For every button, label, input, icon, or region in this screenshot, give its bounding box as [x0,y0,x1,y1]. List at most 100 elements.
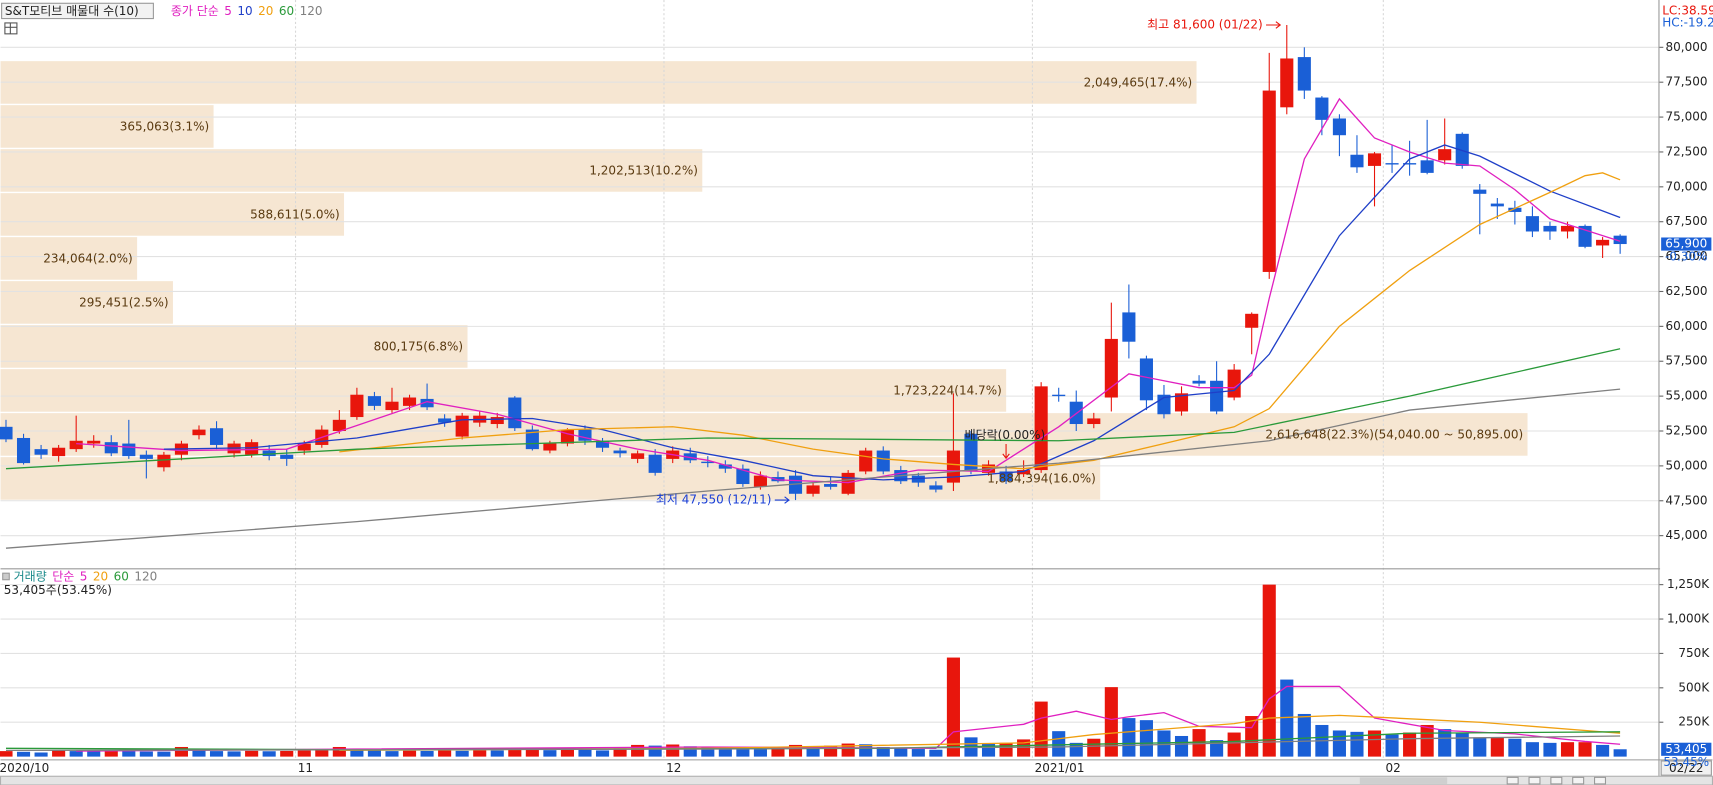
candle-body [876,450,890,472]
volume-bar [332,746,346,757]
button[interactable] [1506,776,1519,785]
volume-bar [490,750,504,757]
volume-info: 53,405주(53.45%) [4,583,112,597]
y-tick-label: 60,000 [1666,319,1708,333]
x-tick-label: 11 [298,761,313,775]
volume-bar [613,748,627,757]
volume-bar [1034,701,1048,757]
volume-bar [1490,737,1504,757]
y-tick-label: 62,500 [1666,284,1708,298]
ma-line [339,172,1621,470]
scrollbar[interactable] [0,775,1713,785]
volume-bar [1174,735,1189,757]
x-tick-label: 2020/10 [0,761,49,775]
volume-bar [34,752,48,757]
y-tick-label: 50,000 [1666,458,1708,472]
candle-body [1280,58,1294,108]
ma-line [5,388,1621,549]
current-date: 02/22 [1669,761,1704,775]
volume-bar [946,657,960,757]
volume-bar [0,751,13,757]
volume-bar [1350,731,1364,757]
volume-bar [525,749,539,757]
volume-bar [1227,732,1241,757]
scroll-thumb[interactable] [1359,777,1448,784]
volume-bar [192,750,206,757]
candle-body [718,464,732,469]
legend-entry: 20 [258,4,273,18]
candle-body [332,419,346,432]
candle-body [753,475,767,487]
candle-body [1367,153,1382,166]
candle-body [104,442,118,454]
last-volume-change: 53.45% [1663,755,1709,769]
legend-entry: 20 [93,570,108,584]
legend-marker [2,572,10,581]
candle-body [648,454,662,473]
candle-body [297,443,311,451]
y-tick-label: 250K [1678,715,1710,729]
volume-bar [753,748,767,757]
volume-bar [16,751,31,757]
legend-entry: 120 [134,570,157,584]
candle-body [929,485,943,490]
last-price-box [1661,237,1712,251]
candle-body [1596,239,1610,246]
candle-body [87,440,101,444]
ma-line [5,348,1621,470]
current-date-box [1660,760,1712,776]
volume-bar [1560,742,1575,757]
candle-body [578,429,592,441]
candle-body [280,454,294,459]
volume-bar [718,747,732,757]
candle-body [0,426,13,440]
button[interactable] [1594,776,1607,785]
ma-line [76,685,1621,752]
candle-body [1560,225,1575,232]
hc-label: HC:-19.24 [1662,15,1713,29]
volume-bar [1087,738,1101,757]
volume-bar [806,746,820,757]
volume-bar [876,746,890,757]
volume-bar [1420,724,1434,757]
last-price: 65,900 [1665,237,1707,251]
volume-bar [1122,718,1136,757]
volume-bar [473,750,487,757]
candle-body [1438,149,1452,161]
annotation-arrow [774,496,790,504]
ma-line [5,735,1621,752]
legend-entry: 10 [237,4,252,18]
button[interactable] [1572,776,1585,785]
candle-body [560,429,574,444]
volume-bar [771,748,785,757]
candle-body [806,485,820,494]
candle-body [683,453,697,461]
candle-body [1455,133,1469,166]
volume-bar [1596,744,1610,757]
legend-entry: 5 [224,4,232,18]
volume-bar [648,745,662,757]
y-tick-label: 750K [1678,646,1710,660]
volume-bar [1280,679,1294,757]
annotation-arrow [1266,21,1282,29]
candle-body [1403,163,1417,165]
candle-body [1174,393,1189,412]
button[interactable] [1550,776,1563,785]
volume-bar [1297,713,1311,757]
profile-label: 1,884,394(16.0%) [987,471,1096,485]
volume-bar [911,749,925,757]
candle-body [1473,189,1487,194]
volume-bar [701,746,715,757]
volume-bar [1455,732,1469,757]
last-change: -0.30% [1665,250,1707,264]
candle-body [350,394,364,418]
labels: 2,049,465(17.4%) 365,063(3.1%) 1,202,513(1… [0,17,1712,776]
profile-bar [0,237,138,280]
y-tick-label: 72,500 [1666,144,1708,158]
profile-label: 800,175(6.8%) [374,339,463,353]
title-box[interactable] [1,2,154,20]
volume-bar [87,751,101,757]
button[interactable] [1528,776,1541,785]
